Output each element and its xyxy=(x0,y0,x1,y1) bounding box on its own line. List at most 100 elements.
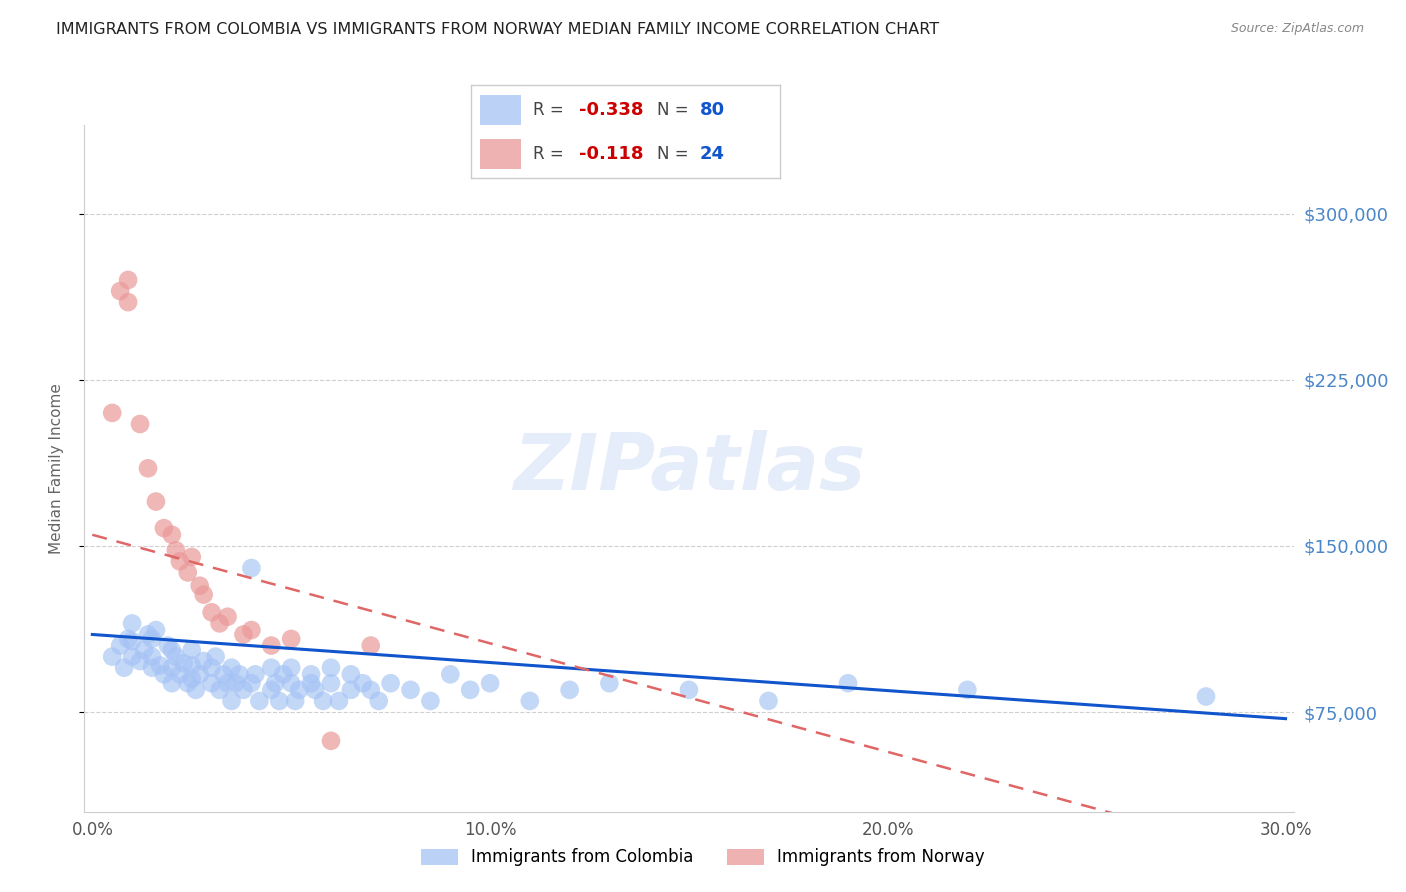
Point xyxy=(193,588,215,602)
Point xyxy=(136,461,159,475)
Point xyxy=(208,616,231,631)
Text: Source: ZipAtlas.com: Source: ZipAtlas.com xyxy=(1230,22,1364,36)
Text: 80: 80 xyxy=(700,101,725,119)
Point xyxy=(121,649,143,664)
Point xyxy=(240,676,263,690)
Point xyxy=(129,654,152,668)
Point xyxy=(288,682,311,697)
Point xyxy=(264,676,287,690)
Text: R =: R = xyxy=(533,101,569,119)
Text: ZIPatlas: ZIPatlas xyxy=(513,430,865,507)
Point xyxy=(212,667,235,681)
Point xyxy=(145,494,167,508)
Point xyxy=(208,682,231,697)
Point xyxy=(598,676,620,690)
Point xyxy=(184,682,207,697)
FancyBboxPatch shape xyxy=(481,95,520,125)
Point xyxy=(121,616,143,631)
Point xyxy=(217,609,239,624)
Point xyxy=(284,694,307,708)
Point xyxy=(367,694,389,708)
Point xyxy=(117,273,139,287)
Point xyxy=(758,694,780,708)
Point xyxy=(271,667,294,681)
Point xyxy=(319,661,342,675)
Point xyxy=(678,682,700,697)
Point xyxy=(399,682,422,697)
Point xyxy=(245,667,267,681)
Point xyxy=(169,554,191,568)
Point xyxy=(956,682,979,697)
Point xyxy=(201,661,224,675)
Point xyxy=(101,649,124,664)
Point xyxy=(117,295,139,310)
Point xyxy=(225,676,247,690)
Point xyxy=(177,676,200,690)
Point xyxy=(132,643,155,657)
Point xyxy=(180,672,202,686)
Point xyxy=(360,682,382,697)
Point xyxy=(299,667,322,681)
Point xyxy=(129,417,152,431)
Point xyxy=(188,667,211,681)
Point xyxy=(201,676,224,690)
Point xyxy=(121,634,143,648)
Point xyxy=(108,639,131,653)
Point xyxy=(319,734,342,748)
Legend: Immigrants from Colombia, Immigrants from Norway: Immigrants from Colombia, Immigrants fro… xyxy=(413,840,993,875)
FancyBboxPatch shape xyxy=(481,139,520,169)
Point xyxy=(177,566,200,580)
Point xyxy=(141,661,163,675)
Point xyxy=(160,643,183,657)
Point xyxy=(204,649,226,664)
Point xyxy=(280,661,302,675)
Point xyxy=(319,676,342,690)
Point xyxy=(280,676,302,690)
Text: N =: N = xyxy=(657,101,693,119)
Point xyxy=(458,682,481,697)
Point xyxy=(112,661,135,675)
Point xyxy=(180,643,202,657)
Point xyxy=(260,682,283,697)
Point xyxy=(419,694,441,708)
Point xyxy=(232,627,254,641)
Point xyxy=(145,623,167,637)
Point xyxy=(260,639,283,653)
Point xyxy=(153,667,176,681)
Point xyxy=(247,694,270,708)
Point xyxy=(304,682,326,697)
Point xyxy=(340,682,363,697)
Point xyxy=(380,676,402,690)
Point xyxy=(108,284,131,298)
Point xyxy=(193,654,215,668)
Point xyxy=(299,676,322,690)
Point xyxy=(519,694,541,708)
Point xyxy=(165,649,187,664)
Point xyxy=(153,521,176,535)
Point xyxy=(328,694,350,708)
Point xyxy=(173,657,195,671)
Point xyxy=(149,658,172,673)
Point xyxy=(141,632,163,646)
Point xyxy=(260,661,283,675)
Point xyxy=(188,579,211,593)
Point xyxy=(240,623,263,637)
Text: R =: R = xyxy=(533,145,569,163)
Text: N =: N = xyxy=(657,145,693,163)
Point xyxy=(228,667,250,681)
Point xyxy=(439,667,461,681)
Text: IMMIGRANTS FROM COLOMBIA VS IMMIGRANTS FROM NORWAY MEDIAN FAMILY INCOME CORRELAT: IMMIGRANTS FROM COLOMBIA VS IMMIGRANTS F… xyxy=(56,22,939,37)
Point xyxy=(479,676,502,690)
Point xyxy=(232,682,254,697)
Point xyxy=(201,605,224,619)
Point xyxy=(837,676,859,690)
Point xyxy=(269,694,291,708)
Point xyxy=(352,676,374,690)
Text: -0.118: -0.118 xyxy=(579,145,644,163)
Point xyxy=(160,528,183,542)
Point xyxy=(217,676,239,690)
Point xyxy=(117,632,139,646)
Y-axis label: Median Family Income: Median Family Income xyxy=(49,383,63,554)
Point xyxy=(340,667,363,681)
Point xyxy=(558,682,581,697)
